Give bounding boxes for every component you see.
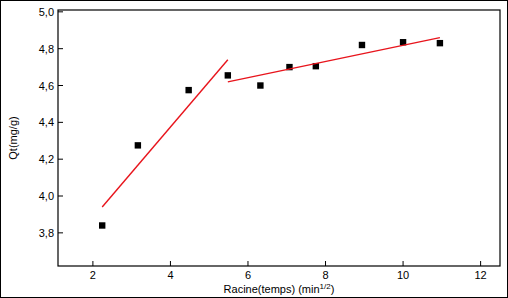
x-axis-title-sup: 1/2 xyxy=(320,282,332,291)
fit-line xyxy=(102,60,228,207)
y-tick xyxy=(58,196,63,197)
chart: 2 4 6 8 10 12 3,8 4,0 4,2 4,4 4,6 4,8 5,0 Racine(temp… xyxy=(0,0,508,298)
y-tick-label: 4,4 xyxy=(39,116,54,128)
x-tick-label: 6 xyxy=(245,269,251,281)
x-axis-title-part: Racine(temps) (min xyxy=(224,283,320,295)
point xyxy=(185,87,191,93)
y-tick xyxy=(58,85,63,86)
y-axis-title: Qt(mg/g) xyxy=(7,116,19,159)
x-tick xyxy=(403,261,404,266)
x-tick-label: 2 xyxy=(90,269,96,281)
y-tick-label: 5,0 xyxy=(39,6,54,18)
y-tick-label: 4,6 xyxy=(39,80,54,92)
point xyxy=(225,72,231,78)
y-tick-label: 3,8 xyxy=(39,227,54,239)
point xyxy=(99,222,105,228)
plot-data xyxy=(99,38,443,229)
x-tick-label: 8 xyxy=(322,269,328,281)
x-tick xyxy=(480,261,481,266)
outer-border xyxy=(1,1,508,298)
y-tick xyxy=(58,48,63,49)
plot-frame xyxy=(58,10,500,266)
point xyxy=(359,42,365,48)
x-tick xyxy=(92,261,93,266)
y-tick-label: 4,2 xyxy=(39,153,54,165)
y-tick-label: 4,0 xyxy=(39,190,54,202)
x-tick xyxy=(170,261,171,266)
x-tick xyxy=(247,261,248,266)
x-axis-title: Racine(temps) (min1/2) xyxy=(224,282,335,295)
point xyxy=(257,82,263,88)
y-tick xyxy=(58,232,63,233)
y-tick xyxy=(58,122,63,123)
x-axis-title-part: ) xyxy=(331,283,335,295)
point xyxy=(437,40,443,46)
y-tick xyxy=(58,159,63,160)
x-tick-label: 4 xyxy=(167,269,173,281)
x-tick xyxy=(325,261,326,266)
y-tick xyxy=(58,11,63,12)
x-tick-label: 12 xyxy=(474,269,486,281)
y-tick-label: 4,8 xyxy=(39,43,54,55)
point xyxy=(135,142,141,148)
x-tick-label: 10 xyxy=(397,269,409,281)
fit-line xyxy=(228,38,440,82)
